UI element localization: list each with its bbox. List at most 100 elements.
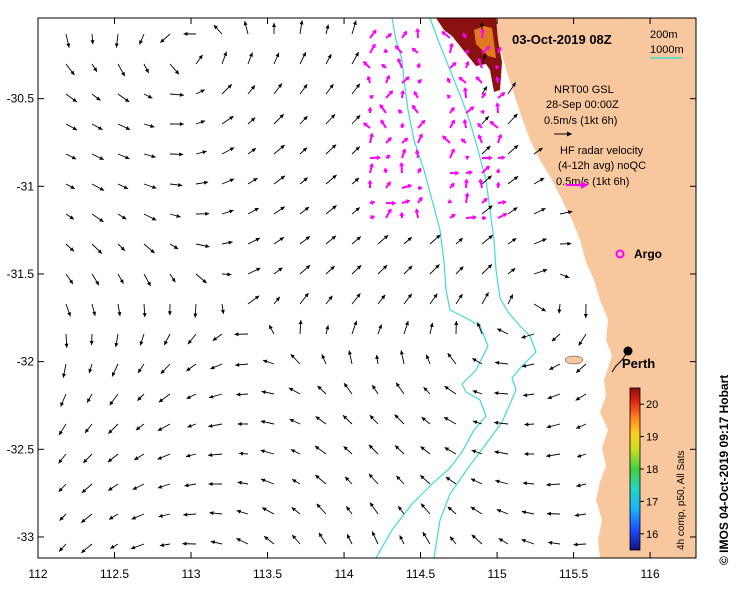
lat-tick-label: -32.5: [7, 442, 35, 456]
current-arrow: [449, 536, 457, 545]
current-arrow: [91, 93, 101, 101]
current-arrow: [91, 153, 104, 161]
colorbar-tick-label: 16: [646, 529, 658, 541]
current-arrow: [377, 264, 388, 275]
land-mass: [496, 18, 696, 558]
current-arrow: [261, 390, 275, 395]
current-arrow: [481, 292, 489, 305]
current-arrow: [559, 273, 570, 279]
current-arrow: [193, 303, 198, 318]
radar-arrow: [397, 57, 403, 69]
current-arrow: [533, 238, 547, 245]
lat-tick-label: -33: [17, 530, 35, 544]
current-arrow: [109, 393, 119, 406]
current-arrow: [169, 152, 184, 157]
radar-arrow: [400, 89, 406, 99]
current-arrow: [444, 385, 457, 395]
current-arrow: [273, 113, 285, 125]
radar-arrow: [481, 155, 493, 161]
current-vectors: [58, 20, 588, 554]
current-arrow: [546, 511, 561, 516]
current-arrow: [445, 476, 457, 485]
current-arrow: [157, 423, 171, 432]
radar-arrow: [448, 42, 454, 54]
current-arrow: [86, 393, 93, 403]
swan-river: [611, 350, 629, 373]
current-arrow: [575, 393, 587, 401]
current-arrow: [314, 445, 327, 455]
current-arrow: [208, 423, 223, 428]
current-arrow: [208, 452, 223, 457]
current-arrow: [325, 53, 332, 65]
current-arrow: [496, 509, 509, 515]
current-arrow: [576, 453, 587, 458]
radar-arrow: [462, 87, 468, 99]
current-arrow: [261, 507, 275, 515]
current-arrow: [481, 205, 493, 215]
current-arrow: [247, 207, 260, 215]
radar-arrow: [369, 163, 374, 174]
current-arrow: [316, 503, 327, 515]
current-arrow: [496, 328, 509, 335]
current-arrow: [343, 445, 353, 455]
radar-arrow: [401, 183, 413, 189]
current-arrow: [143, 93, 153, 99]
radar-arrow: [442, 135, 451, 144]
current-arrow: [351, 177, 360, 185]
current-arrow: [494, 450, 509, 455]
current-arrow: [91, 243, 103, 254]
radar-arrow: [368, 94, 374, 100]
radar-arrow: [397, 109, 403, 115]
current-arrow: [403, 320, 409, 335]
current-arrow: [559, 241, 572, 246]
radar-arrow: [497, 199, 507, 205]
current-arrow: [273, 267, 283, 275]
current-arrow: [221, 272, 232, 277]
current-arrow: [429, 293, 438, 305]
current-arrow: [117, 243, 126, 252]
current-arrow: [583, 303, 588, 319]
radar-arrow: [385, 208, 392, 219]
current-arrow: [210, 363, 223, 370]
radar-arrow: [394, 45, 403, 54]
lon-tick-label: 112: [28, 567, 47, 581]
radar-arrow: [367, 106, 373, 114]
radar-arrow: [495, 102, 501, 114]
current-arrow: [573, 542, 587, 547]
radar-arrow: [462, 118, 468, 129]
legend-model-scale: 0.5m/s (1kt 6h): [544, 115, 617, 127]
colorbar-ticks: 20 19 18 17 16: [640, 399, 658, 541]
current-arrow: [351, 51, 360, 65]
current-arrow: [533, 303, 547, 312]
current-arrow: [574, 513, 587, 518]
legend-model-date: 28-Sep 00:00Z: [546, 99, 619, 111]
radar-arrow: [414, 208, 420, 219]
current-arrow: [84, 423, 93, 434]
current-arrow: [243, 21, 249, 35]
current-arrow: [247, 295, 260, 305]
current-arrow: [551, 333, 561, 342]
current-arrow: [117, 153, 130, 160]
lon-tick-label: 112.5: [100, 567, 129, 581]
current-arrow: [65, 93, 78, 103]
legend-model-arrow: [554, 131, 572, 137]
radar-arrow: [385, 200, 397, 206]
current-arrow: [351, 146, 361, 155]
current-arrow: [521, 333, 535, 339]
current-arrow: [221, 84, 233, 95]
current-arrow: [91, 273, 100, 286]
current-arrow: [533, 268, 548, 275]
current-arrow: [260, 478, 275, 485]
current-arrow: [325, 113, 336, 125]
hf-radar-vectors: [362, 27, 508, 221]
current-arrow: [299, 235, 311, 245]
current-arrow: [395, 382, 405, 395]
current-arrow: [187, 423, 197, 428]
current-arrow: [494, 420, 509, 425]
current-arrow: [220, 303, 225, 315]
radar-arrow: [496, 46, 502, 54]
current-arrow: [131, 513, 145, 520]
radar-arrow: [465, 214, 477, 220]
radar-arrow: [416, 62, 421, 69]
radar-arrow: [464, 60, 470, 69]
